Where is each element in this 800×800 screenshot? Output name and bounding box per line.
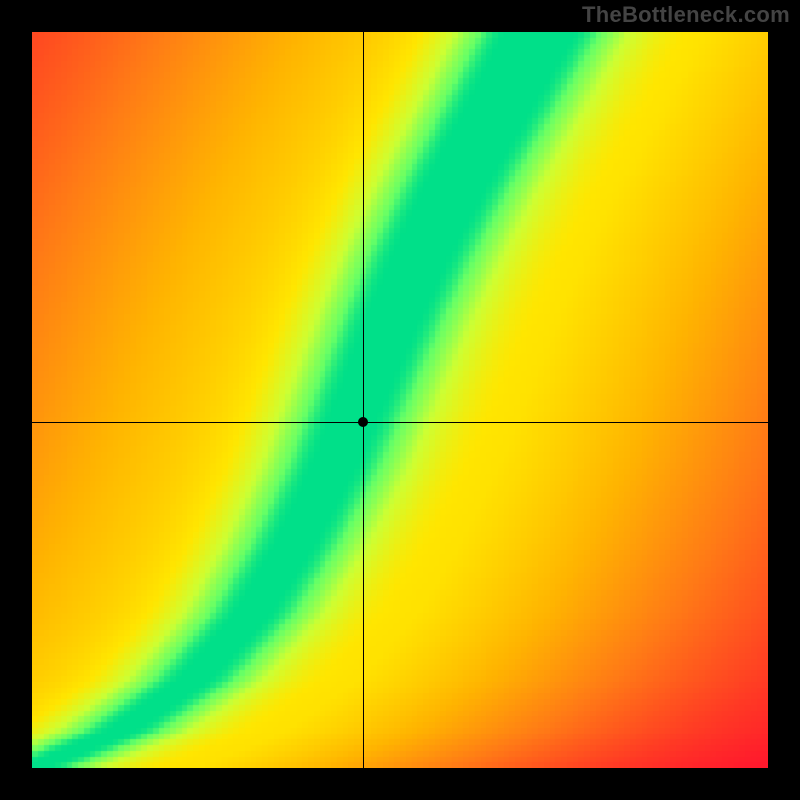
chart-container: TheBottleneck.com xyxy=(0,0,800,800)
crosshair-horizontal xyxy=(32,422,768,423)
attribution-text: TheBottleneck.com xyxy=(582,2,790,28)
crosshair-vertical xyxy=(363,32,364,768)
heatmap-canvas xyxy=(32,32,768,768)
